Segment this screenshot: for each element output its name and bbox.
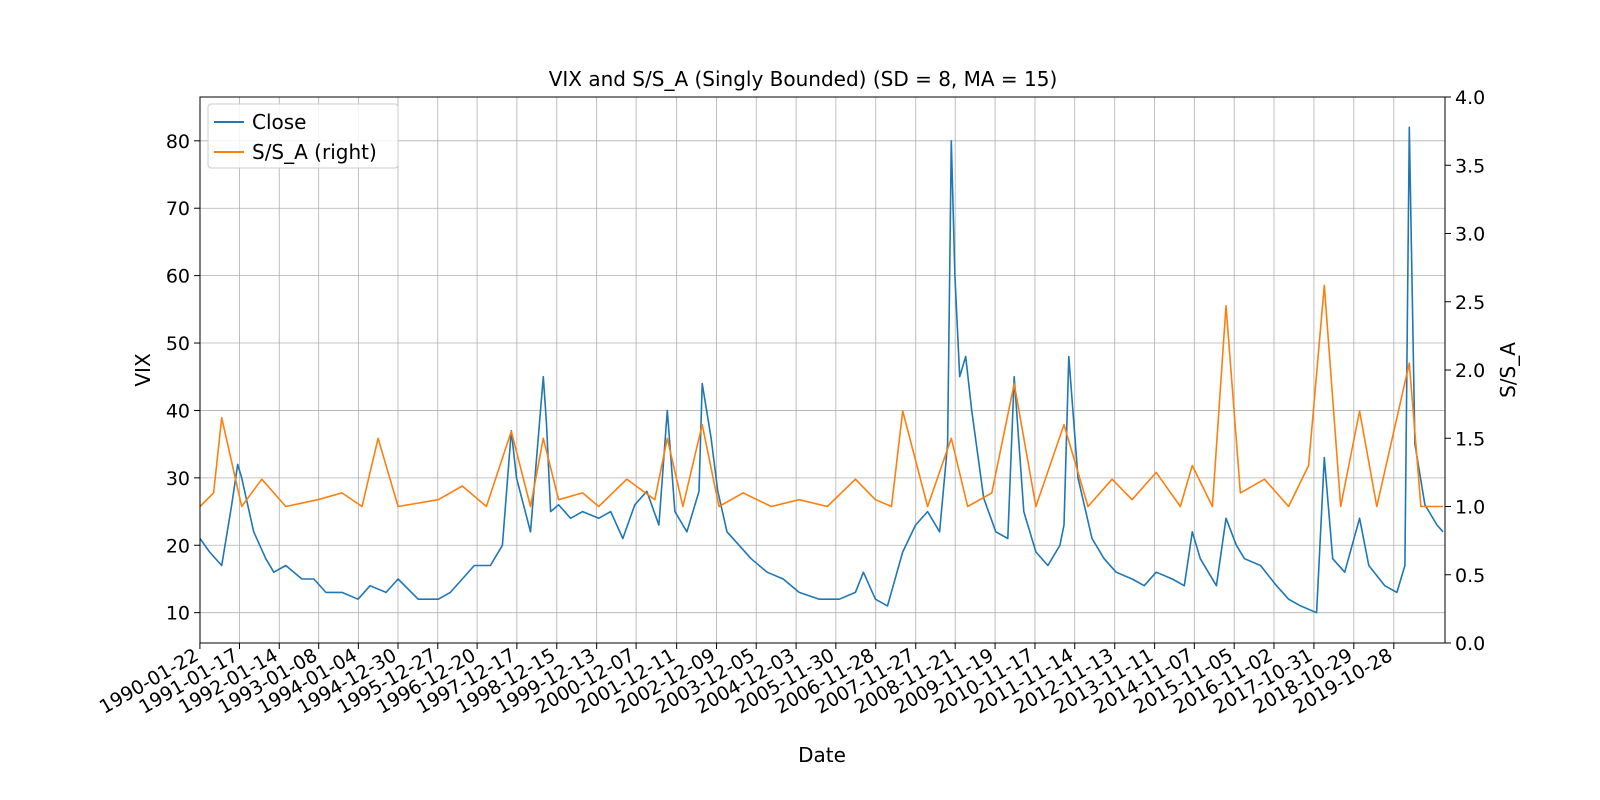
- y-right-tick-label: 1.5: [1455, 428, 1485, 450]
- y-axis-right: 0.0 0.5 1.0 1.5 2.0 2.5 3.0 3.5 4.0: [1445, 87, 1485, 655]
- y-axis-left-label: VIX: [131, 353, 155, 387]
- legend: Close S/S_A (right): [207, 103, 399, 169]
- plot-lines: [199, 126, 1444, 614]
- legend-label-close: Close: [252, 110, 306, 134]
- series-line-0: [199, 126, 1444, 614]
- y-right-tick-label: 0.0: [1455, 633, 1485, 655]
- y-tick-label: 30: [166, 468, 190, 490]
- y-tick-label: 40: [166, 400, 190, 422]
- y-right-tick-label: 2.5: [1455, 292, 1485, 314]
- x-axis: 1990-01-221991-01-171992-01-141993-01-08…: [96, 643, 1396, 719]
- y-right-tick-label: 3.0: [1455, 224, 1485, 246]
- legend-label-ssa: S/S_A (right): [252, 140, 377, 164]
- x-axis-label: Date: [798, 743, 846, 767]
- y-tick-label: 10: [166, 603, 190, 625]
- y-tick-label: 60: [166, 266, 190, 288]
- y-tick-label: 80: [166, 131, 190, 153]
- y-right-tick-label: 0.5: [1455, 565, 1485, 587]
- legend-box: [207, 103, 399, 169]
- y-tick-label: 70: [166, 198, 190, 220]
- y-tick-label: 20: [166, 535, 190, 557]
- y-right-tick-label: 2.0: [1455, 360, 1485, 382]
- y-axis-left: 10 20 30 40 50 60 70 80: [166, 131, 200, 625]
- series-line-1: [199, 284, 1443, 508]
- y-right-tick-label: 1.0: [1455, 497, 1485, 519]
- y-tick-label: 50: [166, 333, 190, 355]
- plot-frame: [199, 96, 1446, 644]
- chart-title: VIX and S/S_A (Singly Bounded) (SD = 8, …: [549, 67, 1058, 91]
- y-right-tick-label: 4.0: [1455, 87, 1485, 109]
- grid: [199, 97, 1445, 643]
- y-axis-right-label: S/S_A: [1496, 342, 1520, 398]
- y-right-tick-label: 3.5: [1455, 155, 1485, 177]
